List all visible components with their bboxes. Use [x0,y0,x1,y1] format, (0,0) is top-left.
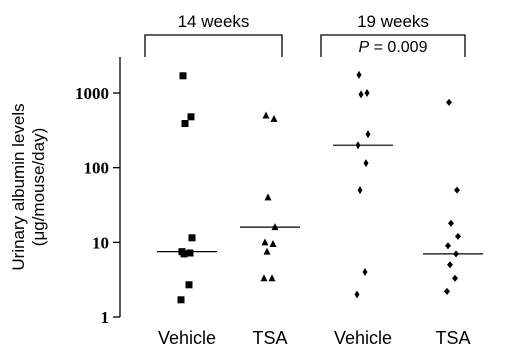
bracket-label-0: 14 weeks [178,12,250,31]
point-g1-1 [270,114,278,122]
point-g2-1 [364,89,370,97]
point-g3-6 [447,261,453,269]
point-g3-7 [452,274,458,282]
point-g2-8 [354,290,360,299]
point-g1-2 [264,193,272,201]
point-g1-5 [269,239,277,247]
point-g3-8 [444,287,450,295]
median-lines [157,144,483,255]
point-g2-0 [356,70,362,79]
point-g3-2 [448,219,454,227]
point-g0-0 [179,72,187,80]
group-brackets: 14 weeks 19 weeks P = 0.009 [144,12,466,57]
p-value-label-1: P = 0.009 [359,39,428,56]
x-axis-categories: Vehicle TSA Vehicle TSA [158,328,471,348]
point-g2-5 [363,159,369,168]
x-category-label-0: Vehicle [158,328,216,348]
data-points [177,70,461,304]
y-tick-label-1: 10 [92,233,109,252]
point-g3-1 [454,186,460,194]
y-axis-label-line1: Urinary albumin levels [9,103,28,270]
x-category-label-3: TSA [435,328,470,348]
point-g0-8 [177,296,185,304]
point-g0-6 [180,250,188,258]
x-category-label-2: Vehicle [334,328,392,348]
point-g1-7 [268,274,276,282]
y-tick-label-2: 100 [84,159,110,178]
p-value: = 0.009 [369,39,427,56]
y-tick-label-3: 1000 [75,84,109,103]
point-g1-0 [262,111,270,119]
point-g2-6 [357,186,363,195]
point-g3-0 [446,98,452,106]
point-g1-6 [263,247,271,255]
bracket-0 [144,34,283,57]
y-axis-ticks: 1 10 100 1000 [75,84,120,327]
p-symbol: P [359,39,370,56]
y-axis-label-line2: (μg/mouse/day) [29,128,48,246]
point-g0-2 [181,120,189,128]
point-g2-3 [365,130,371,139]
point-g0-3 [188,234,196,242]
point-g1-4 [261,238,269,246]
point-g3-3 [455,232,461,240]
point-g1-8 [260,274,268,282]
bracket-1 [320,34,466,57]
bracket-label-1: 19 weeks [357,12,429,31]
point-g0-1 [187,113,195,121]
point-g0-5 [186,249,194,257]
x-category-label-1: TSA [252,328,287,348]
point-g2-2 [358,90,364,99]
y-tick-label-0: 1 [101,308,110,327]
point-g0-7 [185,281,193,289]
point-g3-4 [445,242,451,250]
point-g2-7 [362,268,368,277]
